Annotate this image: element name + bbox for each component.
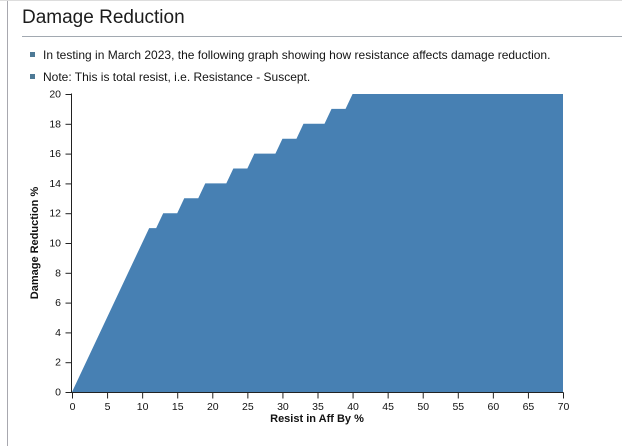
list-item: In testing in March 2023, the following … [30, 48, 622, 62]
list-item: Note: This is total resist, i.e. Resista… [30, 70, 622, 84]
damage-reduction-chart: 0 2 4 6 8 10 12 14 16 18 20 0 5 10 15 20 25 30 35 40 45 50 55… [29, 89, 570, 426]
x-tick-label: 0 [70, 401, 76, 413]
x-tick-label: 5 [105, 401, 111, 413]
y-tick-label: 16 [49, 148, 61, 160]
x-tick-label: 55 [452, 401, 464, 413]
x-tick-label: 25 [242, 401, 254, 413]
y-tick-label: 0 [55, 387, 61, 399]
y-tick-label: 6 [55, 297, 61, 309]
y-tick-label: 14 [49, 178, 61, 190]
bullet-square-icon [30, 52, 35, 57]
x-tick-label: 15 [172, 401, 184, 413]
area-fill [72, 94, 563, 392]
note-text: Note: This is total resist, i.e. Resista… [43, 70, 311, 84]
x-axis-title: Resist in Aff By % [270, 413, 364, 425]
page-content: Damage Reduction In testing in March 202… [0, 1, 622, 84]
y-axis-title: Damage Reduction % [29, 187, 41, 300]
x-tick-label: 70 [558, 401, 570, 413]
y-tick-label: 10 [49, 238, 61, 250]
x-tick-label: 35 [312, 401, 324, 413]
y-tick-label: 4 [55, 327, 61, 339]
note-text: In testing in March 2023, the following … [43, 48, 551, 62]
x-tick-label: 40 [347, 401, 359, 413]
x-tick-label: 20 [207, 401, 219, 413]
left-border-line [7, 1, 8, 446]
y-tick-label: 18 [49, 118, 61, 130]
y-axis-ticks: 0 2 4 6 8 10 12 14 16 18 20 [49, 89, 72, 399]
x-tick-label: 45 [382, 401, 394, 413]
y-tick-label: 8 [55, 267, 61, 279]
x-axis-ticks: 0 5 10 15 20 25 30 35 40 45 50 55 60 65 70 [70, 392, 570, 413]
bullet-square-icon [30, 74, 35, 79]
x-tick-label: 10 [137, 401, 149, 413]
y-tick-label: 12 [49, 208, 61, 220]
y-tick-label: 2 [55, 357, 61, 369]
x-tick-label: 65 [523, 401, 535, 413]
notes-list: In testing in March 2023, the following … [30, 48, 622, 84]
x-tick-label: 30 [277, 401, 289, 413]
x-tick-label: 60 [488, 401, 500, 413]
x-tick-label: 50 [417, 401, 429, 413]
page-title: Damage Reduction [22, 5, 622, 37]
y-tick-label: 20 [49, 89, 61, 101]
